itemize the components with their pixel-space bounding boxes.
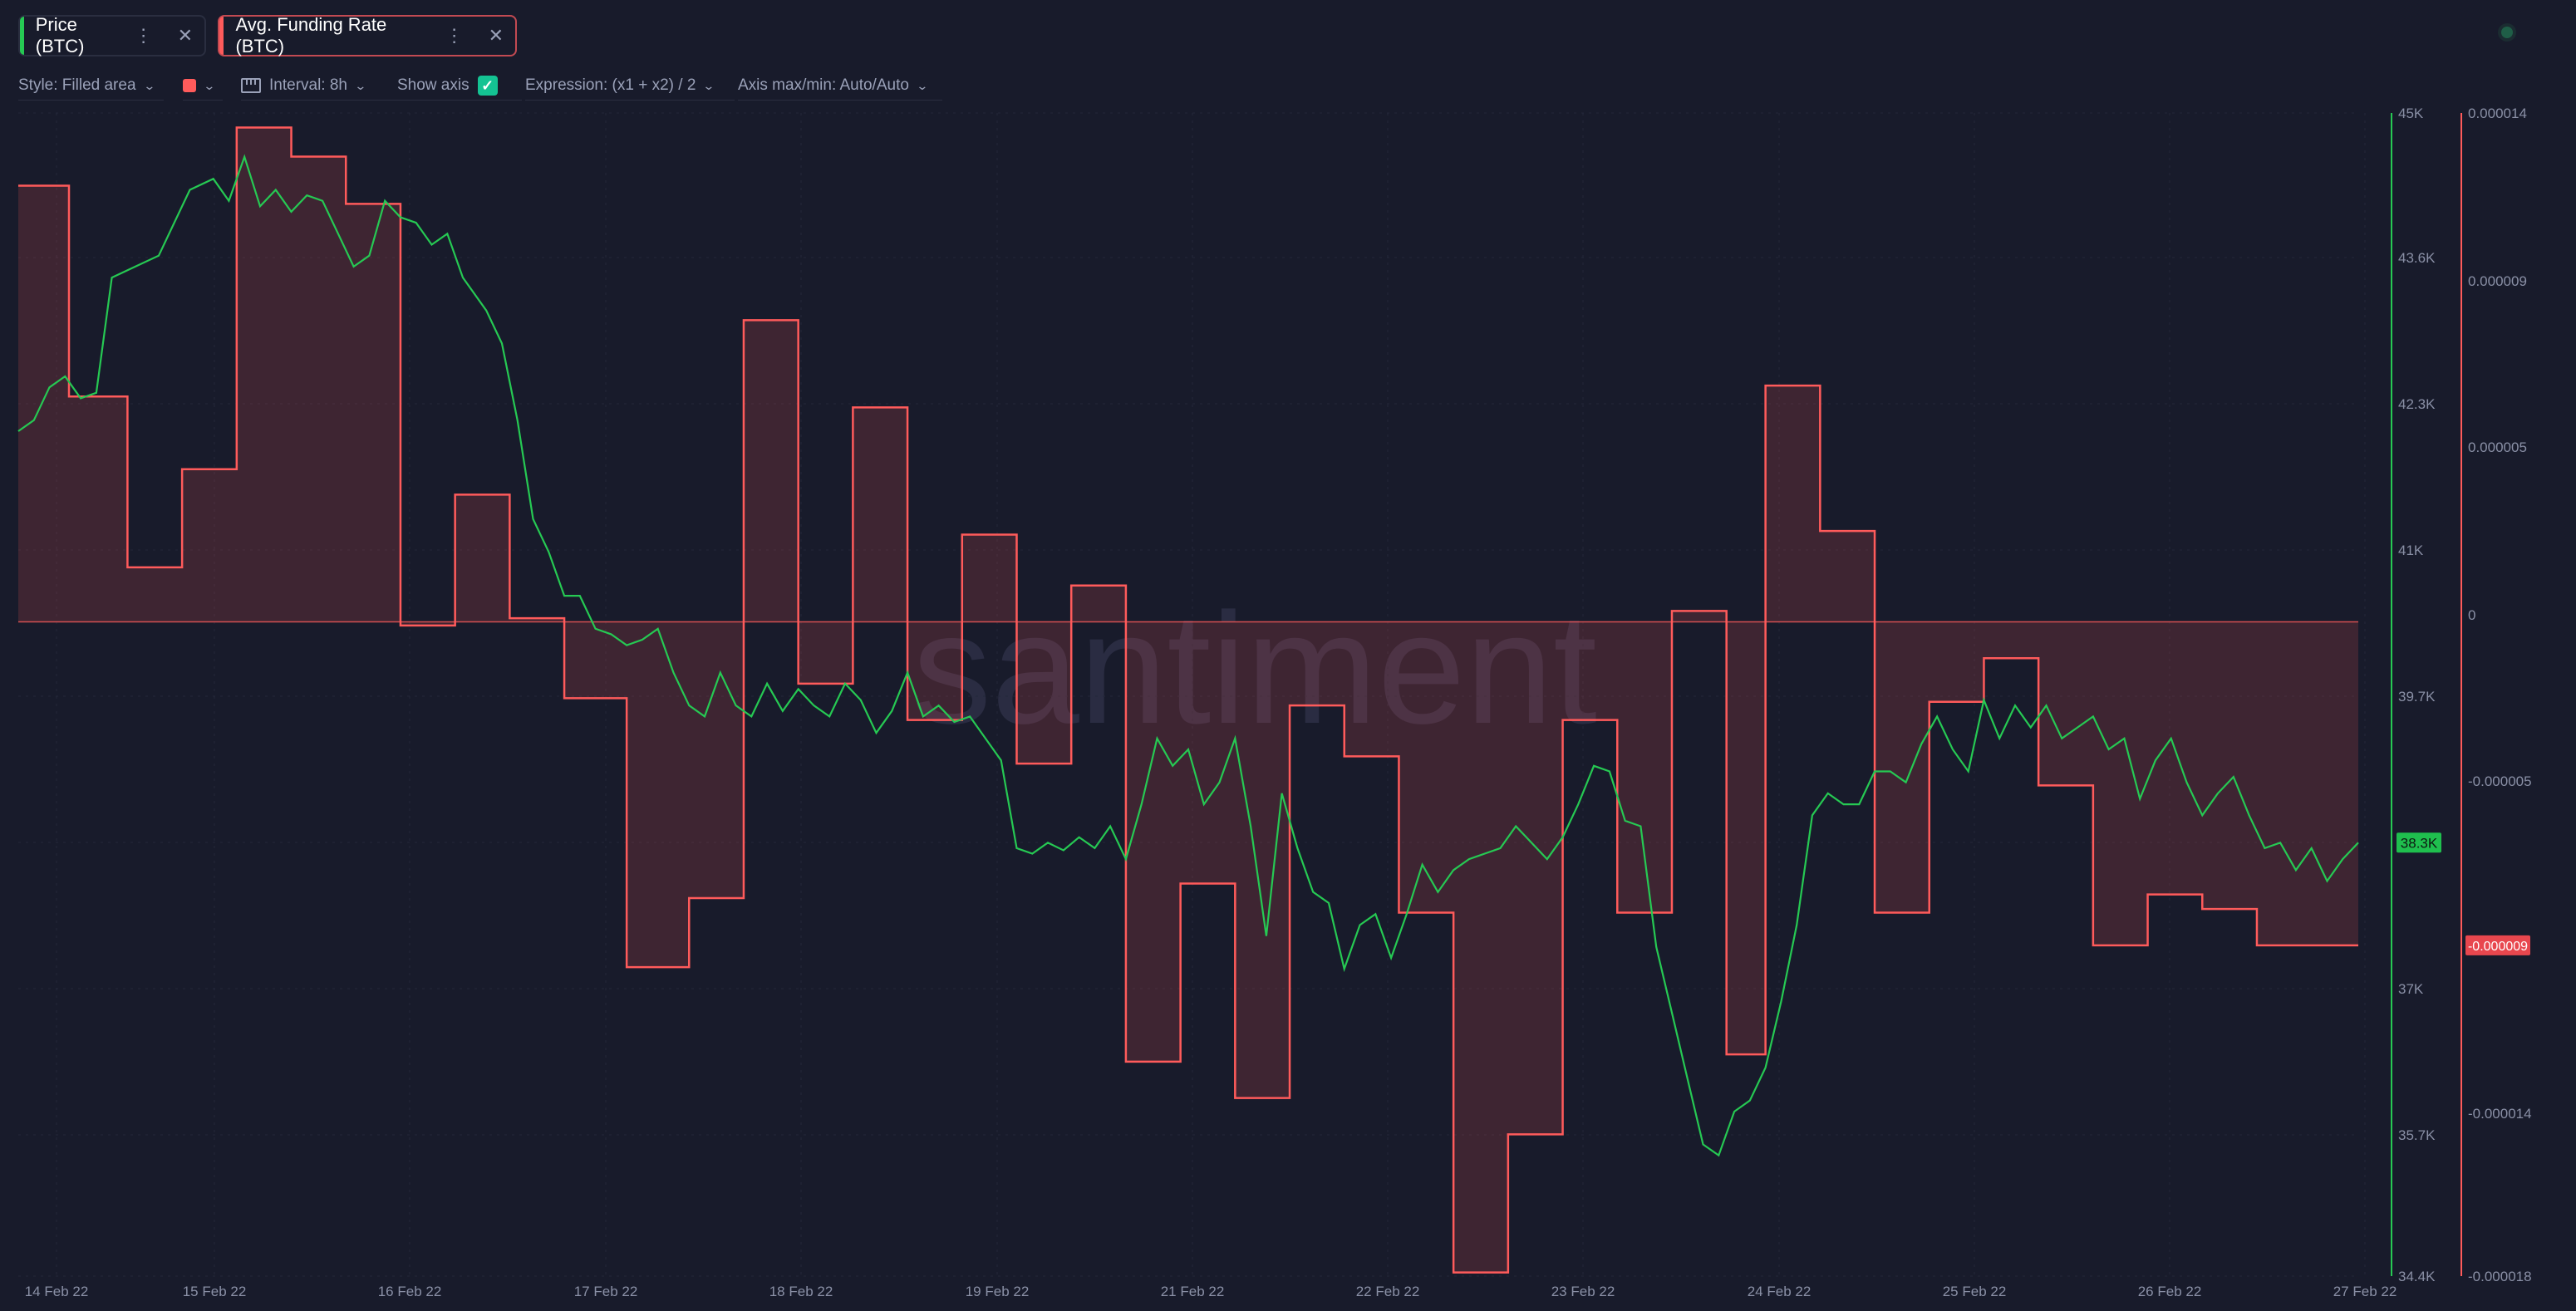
chevron-down-icon: ⌄: [354, 78, 367, 92]
color-dropdown[interactable]: ⌄: [183, 71, 223, 101]
interval-label: Interval: 8h: [269, 76, 347, 94]
price-axis-tick-label: 37K: [2398, 981, 2424, 997]
ruler-icon: [241, 78, 261, 93]
tab-avg-funding-rate-btc[interactable]: Avg. Funding Rate (BTC) ⋮ ✕: [218, 14, 517, 56]
more-options-icon[interactable]: ⋮: [134, 25, 153, 46]
price-axis-tick-label: 42.3K: [2398, 396, 2436, 412]
axis-maxmin-dropdown[interactable]: Axis max/min: Auto/Auto ⌄: [738, 71, 942, 101]
close-icon[interactable]: ✕: [488, 25, 504, 46]
expression-label: Expression: (x1 + x2) / 2: [525, 76, 696, 94]
chevron-down-icon: ⌄: [916, 78, 929, 92]
funding-axis-tick-label: -0.000005: [2468, 773, 2532, 789]
funding-axis-tick-label: 0.000009: [2468, 273, 2527, 289]
show-axis-label: Show axis: [397, 76, 469, 94]
x-axis-tick-label: 27 Feb 22: [2333, 1284, 2397, 1299]
x-axis-tick-label: 22 Feb 22: [1356, 1284, 1420, 1299]
style-label: Style: Filled area: [18, 76, 136, 94]
funding-axis-tick-label: -0.000018: [2468, 1269, 2532, 1284]
x-axis-tick-label: 26 Feb 22: [2138, 1284, 2202, 1299]
series-color-marker: [20, 17, 24, 55]
badge-text: -0.000009: [2468, 940, 2528, 954]
status-indicator-icon: [2501, 27, 2513, 38]
more-options-icon[interactable]: ⋮: [445, 25, 464, 46]
series-color-marker: [219, 17, 224, 55]
chevron-down-icon: ⌄: [142, 78, 156, 92]
badge-background: [2397, 832, 2441, 853]
badge-background: [2465, 935, 2530, 955]
price-axis-tick-label: 43.6K: [2398, 250, 2436, 266]
tab-price-btc[interactable]: Price (BTC) ⋮ ✕: [18, 14, 206, 56]
funding-axis-tick-label: 0.000014: [2468, 106, 2527, 121]
color-swatch: [183, 79, 196, 92]
chevron-down-icon: ⌄: [203, 78, 216, 92]
tab-label: Price (BTC): [35, 14, 85, 56]
funding-axis-tick-label: -0.000014: [2468, 1106, 2532, 1122]
price-axis-tick-label: 41K: [2398, 543, 2424, 558]
x-axis-tick-label: 14 Feb 22: [25, 1284, 89, 1299]
x-axis-tick-label: 21 Feb 22: [1161, 1284, 1225, 1299]
price-line: [17, 154, 2359, 1157]
funding-rate-area: [18, 127, 2358, 1273]
axis-maxmin-label: Axis max/min: Auto/Auto: [738, 76, 909, 94]
x-axis-tick-label: 23 Feb 22: [1551, 1284, 1615, 1299]
x-axis-tick-label: 19 Feb 22: [966, 1284, 1030, 1299]
price-axis-tick-label: 34.4K: [2398, 1269, 2436, 1284]
close-icon[interactable]: ✕: [177, 25, 193, 46]
price-last-value-badge: 38.3K: [2397, 832, 2441, 853]
show-axis-toggle[interactable]: Show axis ✓: [397, 71, 522, 101]
funding-rate-line: [18, 126, 2358, 1274]
price-axis-tick-label: 39.7K: [2398, 689, 2436, 705]
x-axis-tick-label: 18 Feb 22: [769, 1284, 833, 1299]
chevron-down-icon: ⌄: [702, 78, 715, 92]
x-axis-tick-label: 15 Feb 22: [183, 1284, 247, 1299]
expression-dropdown[interactable]: Expression: (x1 + x2) / 2 ⌄: [525, 71, 735, 101]
funding-last-value-badge: -0.000009: [2465, 935, 2530, 955]
x-axis-tick-label: 16 Feb 22: [378, 1284, 442, 1299]
interval-dropdown[interactable]: Interval: 8h ⌄: [241, 71, 399, 101]
price-axis-tick-label: 35.7K: [2398, 1127, 2436, 1143]
funding-axis-tick-label: 0.000005: [2468, 439, 2527, 455]
watermark: santiment: [912, 581, 1597, 757]
x-axis-tick-label: 24 Feb 22: [1748, 1284, 1812, 1299]
style-dropdown[interactable]: Style: Filled area ⌄: [18, 71, 164, 101]
badge-text: 38.3K: [2401, 835, 2438, 851]
x-axis-tick-label: 17 Feb 22: [574, 1284, 638, 1299]
funding-axis-tick-label: 0: [2468, 607, 2475, 623]
tab-label: Avg. Funding Rate (BTC): [235, 14, 387, 56]
x-axis-tick-label: 25 Feb 22: [1943, 1284, 2007, 1299]
price-axis-tick-label: 45K: [2398, 106, 2424, 121]
checkbox-checked-icon[interactable]: ✓: [477, 76, 498, 96]
